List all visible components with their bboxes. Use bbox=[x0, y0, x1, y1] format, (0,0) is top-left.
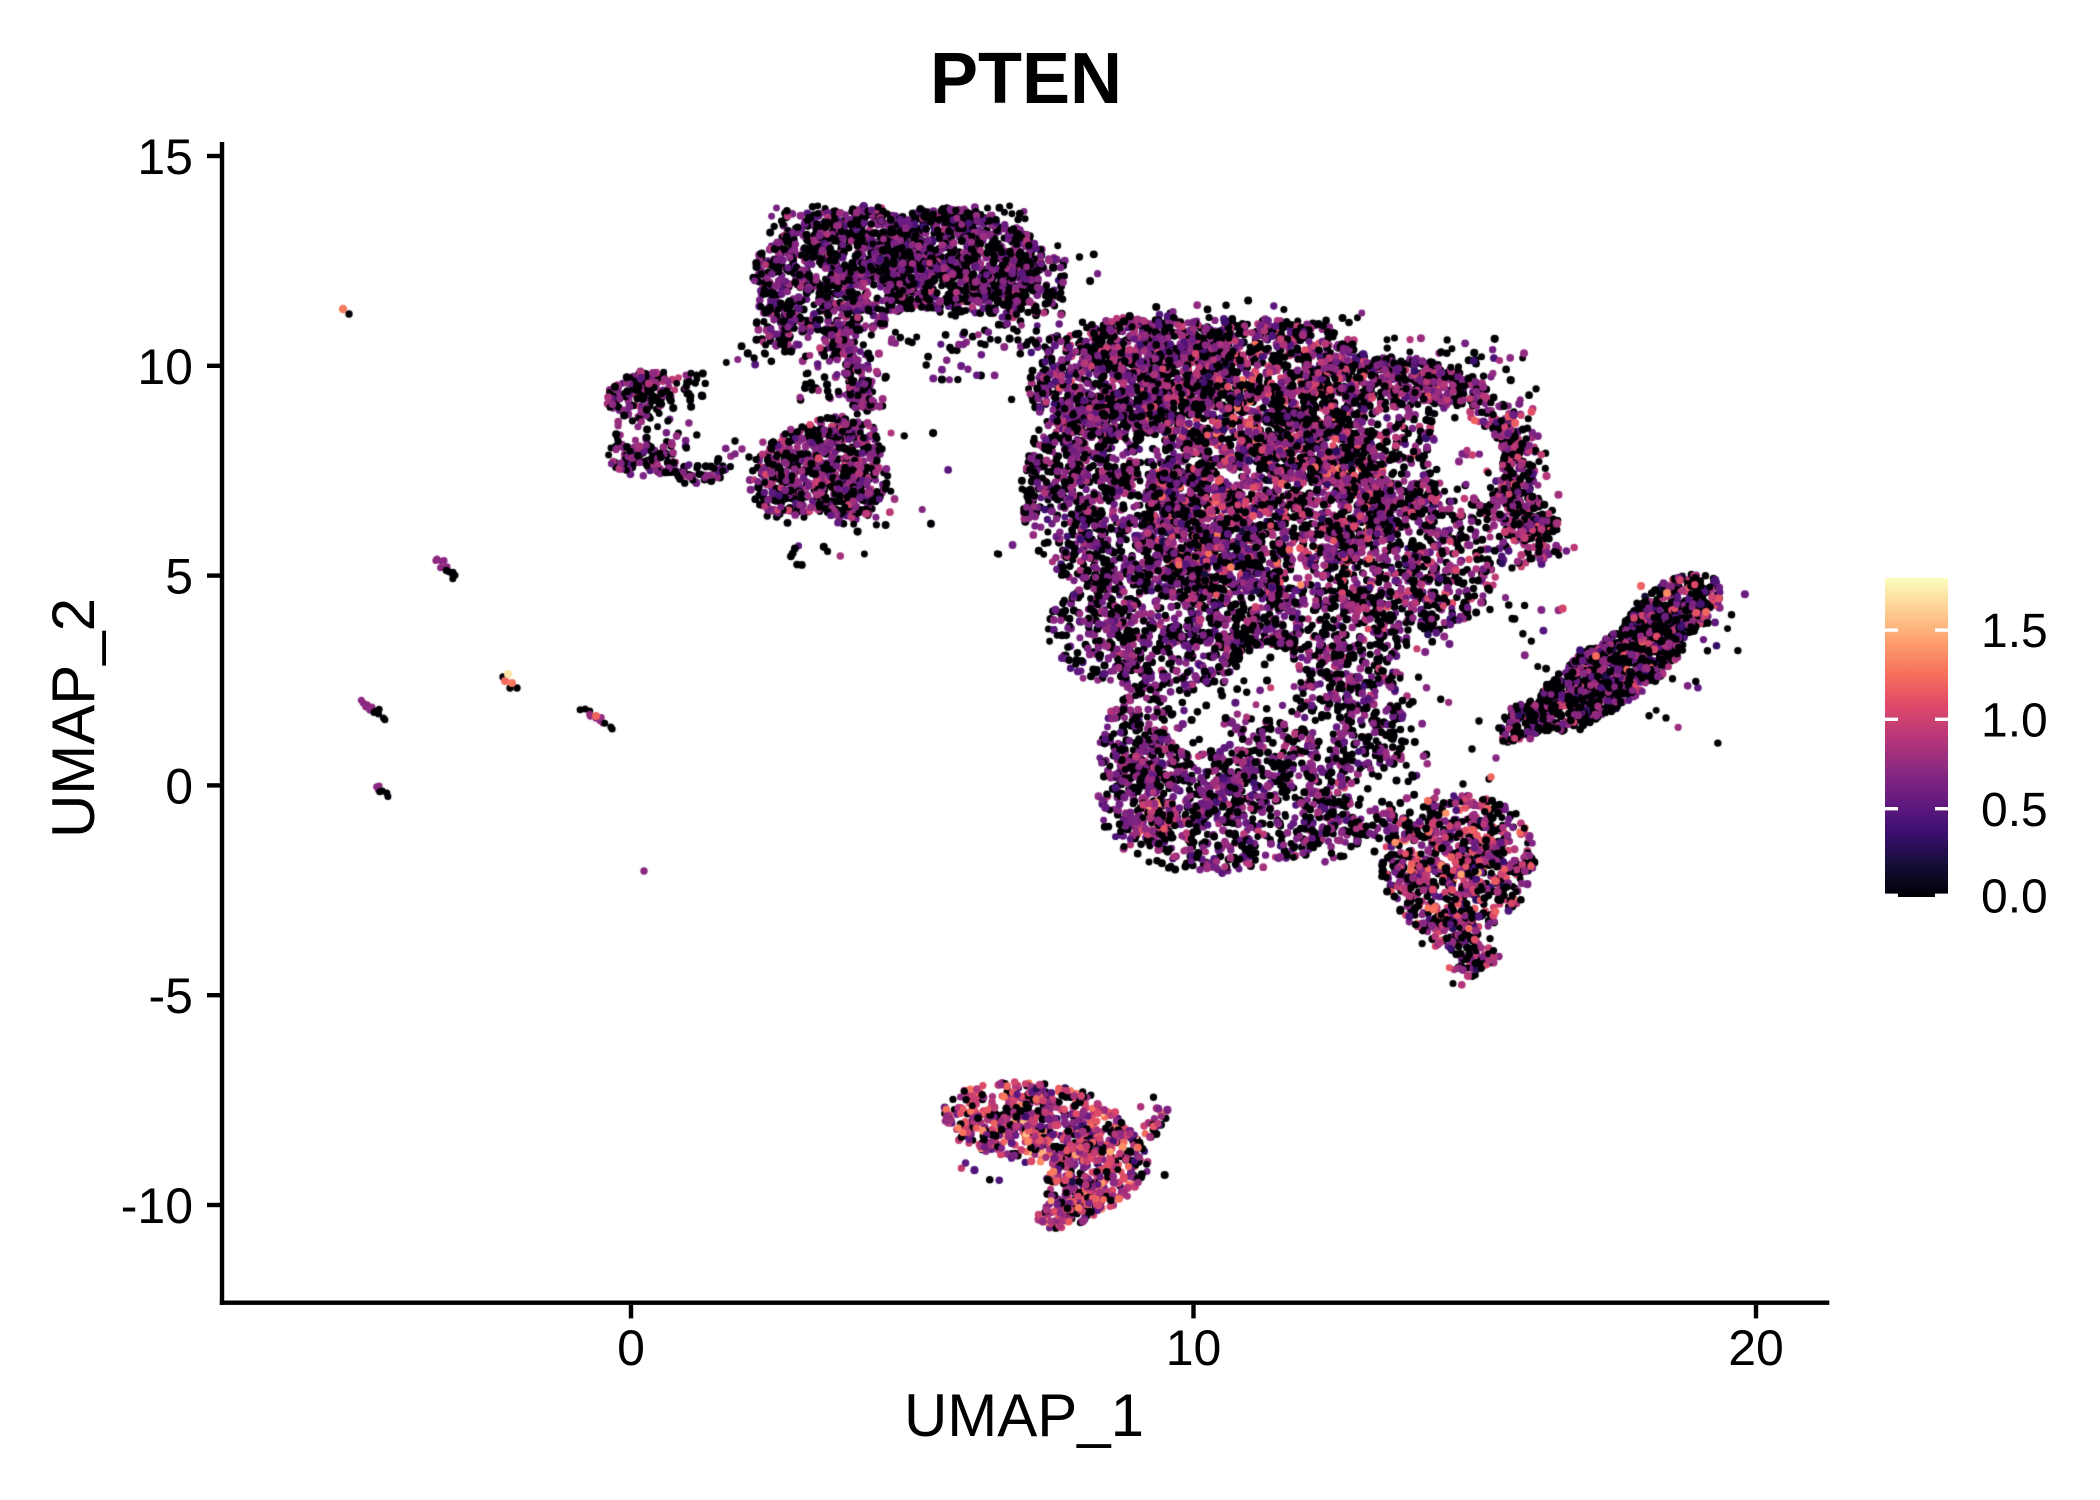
svg-text:10: 10 bbox=[1166, 1320, 1222, 1376]
svg-text:UMAP_2: UMAP_2 bbox=[40, 598, 107, 838]
svg-text:1.0: 1.0 bbox=[1981, 694, 2048, 747]
svg-text:20: 20 bbox=[1728, 1320, 1784, 1376]
svg-text:0: 0 bbox=[165, 758, 193, 814]
svg-text:-10: -10 bbox=[121, 1178, 193, 1234]
svg-text:5: 5 bbox=[165, 549, 193, 605]
svg-text:0.5: 0.5 bbox=[1981, 784, 2048, 837]
svg-text:15: 15 bbox=[137, 129, 193, 185]
svg-text:1.5: 1.5 bbox=[1981, 605, 2048, 658]
svg-text:UMAP_1: UMAP_1 bbox=[904, 1382, 1144, 1449]
svg-text:0: 0 bbox=[617, 1320, 645, 1376]
svg-text:10: 10 bbox=[137, 339, 193, 395]
svg-text:PTEN: PTEN bbox=[930, 39, 1122, 119]
svg-text:-5: -5 bbox=[149, 968, 193, 1024]
svg-text:0.0: 0.0 bbox=[1981, 870, 2048, 923]
